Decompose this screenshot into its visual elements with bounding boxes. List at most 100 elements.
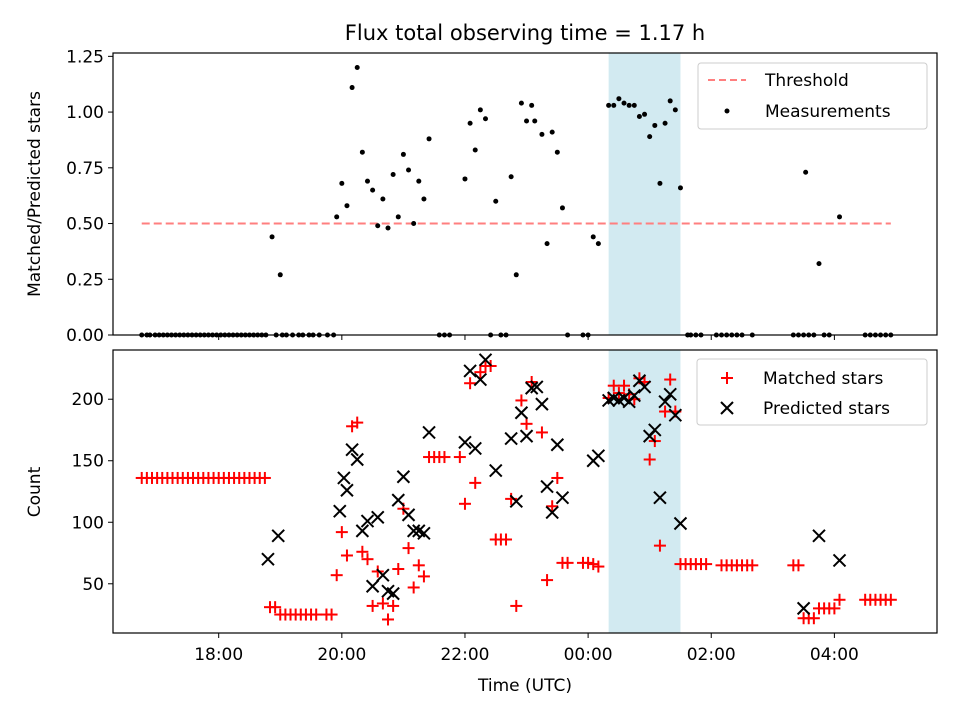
matched-star-point	[366, 599, 379, 612]
predicted-star-point	[478, 353, 493, 367]
measurement-point	[803, 169, 809, 175]
predicted-star-point	[468, 441, 482, 456]
predicted-star-point	[668, 408, 683, 422]
matched-star-point	[340, 549, 353, 562]
matched-star-point	[520, 417, 533, 430]
matched-star-point	[269, 601, 282, 614]
measurement-point	[590, 234, 596, 240]
measurement-point	[642, 111, 648, 117]
legend-measurements-swatch	[724, 108, 730, 114]
matched-star-point	[643, 453, 656, 466]
matched-star-point	[407, 581, 420, 594]
predicted-star-point	[473, 372, 488, 387]
measurement-point	[513, 272, 519, 278]
matched-star-point	[515, 394, 528, 407]
matched-star-point	[464, 377, 477, 390]
matched-star-point	[541, 574, 554, 587]
predicted-star-point	[337, 471, 351, 485]
bottom-y-axis: 50 100 150 200	[72, 390, 113, 595]
matched-star-point	[807, 612, 820, 625]
measurement-point	[529, 102, 535, 108]
measurement-point	[508, 174, 514, 180]
legend-matched-swatch	[721, 372, 733, 384]
predicted-star-point	[401, 508, 416, 522]
matched-star-point	[458, 497, 471, 510]
matched-star-point	[376, 597, 389, 610]
matched-star-point	[551, 471, 564, 484]
measurement-point	[482, 116, 488, 122]
matched-star-point	[453, 451, 466, 464]
measurement-point	[816, 261, 822, 267]
measurement-point	[837, 214, 843, 220]
measurement-point	[554, 149, 560, 155]
top-y-tick-label: 1.00	[66, 103, 104, 123]
matched-star-point	[607, 379, 620, 392]
matched-star-point	[417, 570, 430, 583]
predicted-star-point	[371, 510, 385, 525]
matched-star-point	[664, 373, 677, 386]
bottom-y-axis-label: Count	[25, 466, 45, 517]
matched-star-point	[561, 556, 574, 569]
predicted-star-point	[458, 435, 472, 449]
measurement-point	[426, 136, 432, 142]
matched-star-point	[510, 599, 523, 612]
matched-star-point	[361, 553, 374, 566]
measurement-point	[406, 167, 412, 173]
top-y-axis: 0.00 0.25 0.50 0.75 1.00 1.25	[66, 47, 113, 346]
matched-star-point	[310, 608, 323, 621]
measurement-point	[657, 180, 663, 186]
bottom-x-axis-label: Time (UTC)	[477, 676, 572, 696]
predicted-star-point	[535, 397, 549, 411]
top-legend: Threshold Measurements	[697, 62, 928, 130]
bottom-x-tick-label: 20:00	[317, 645, 366, 665]
measurement-point	[477, 107, 483, 113]
predicted-star-point	[812, 529, 826, 543]
matched-star-point	[412, 559, 425, 572]
top-y-tick-label: 0.25	[66, 270, 104, 290]
predicted-star-point	[345, 442, 359, 457]
top-panel-shaded-span	[608, 53, 681, 335]
measurement-point	[524, 118, 530, 124]
top-x-axis	[218, 335, 835, 340]
predicted-star-point	[540, 479, 554, 494]
matched-star-point	[351, 416, 364, 429]
predicted-star-point	[340, 483, 354, 497]
bottom-y-tick-label: 150	[72, 452, 104, 472]
matched-star-point	[535, 426, 548, 439]
predicted-star-point	[832, 553, 847, 568]
measurement-point	[606, 102, 612, 108]
predicted-star-point	[545, 505, 559, 520]
matched-star-point	[828, 602, 841, 615]
predicted-star-point	[422, 425, 436, 440]
measurement-point	[395, 214, 401, 220]
measurement-point	[652, 122, 658, 128]
measurement-point	[380, 196, 386, 202]
top-y-tick-label: 0.75	[66, 159, 104, 179]
predicted-star-point	[396, 470, 411, 484]
matched-star-point	[335, 526, 348, 539]
measurement-point	[400, 151, 406, 157]
predicted-star-point	[514, 406, 529, 420]
measurement-point	[385, 225, 391, 231]
measurement-point	[354, 64, 360, 70]
measurement-point	[518, 100, 524, 106]
legend-threshold-label: Threshold	[764, 71, 849, 91]
bottom-panel-frame	[112, 349, 938, 634]
measurement-point	[626, 102, 632, 108]
measurement-point	[611, 102, 617, 108]
matched-star-point	[500, 533, 513, 546]
measurement-point	[532, 118, 538, 124]
measurement-point	[559, 205, 565, 211]
measurement-point	[636, 114, 642, 120]
predicted-star-point	[555, 490, 570, 505]
legend-predicted-label: Predicted stars	[763, 399, 890, 419]
matched-star-point	[618, 379, 631, 392]
matched-star-point	[587, 558, 600, 571]
measurement-point	[375, 223, 381, 229]
measurement-point	[467, 120, 473, 126]
matched-star-point	[438, 451, 451, 464]
predicted-star-point	[463, 364, 477, 378]
predicted-star-point	[365, 579, 380, 593]
chart-title: Flux total observing time = 1.17 h	[345, 21, 705, 45]
